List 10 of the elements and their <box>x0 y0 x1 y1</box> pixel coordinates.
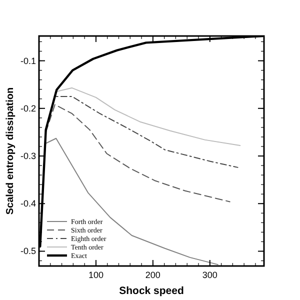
y-tick-label: -0.5 <box>20 246 36 256</box>
y-tick-label: -0.2 <box>20 103 36 114</box>
x-tick-label: 300 <box>202 270 218 280</box>
x-axis-title: Shock speed <box>119 285 184 297</box>
y-tick-label: -0.1 <box>20 56 36 66</box>
y-tick-label: -0.3 <box>20 151 36 161</box>
x-tick-label: 200 <box>145 270 160 280</box>
x-tick-label: 100 <box>88 270 104 280</box>
y-axis-title: Scaled entropy dissipation <box>5 87 16 215</box>
y-tick-label: -0.4 <box>20 198 36 209</box>
